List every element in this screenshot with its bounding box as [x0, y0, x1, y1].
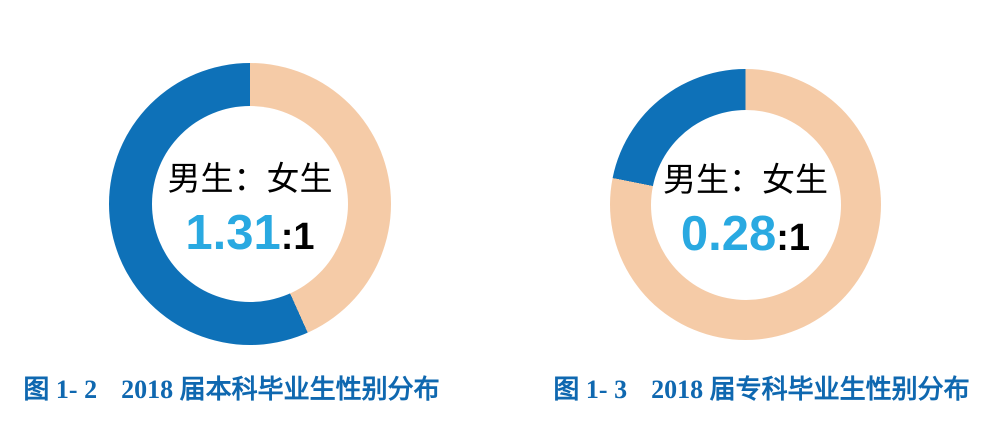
ratio-value-line: 0.28:1 [680, 206, 811, 261]
ratio-suffix: :1 [776, 216, 811, 259]
ratio-label: 男生：女生 [663, 160, 828, 198]
ratio-label: 男生：女生 [167, 160, 333, 197]
figure-number: 图 1- 2 [23, 375, 98, 404]
ratio-value: 0.28 [680, 206, 777, 261]
figure-caption-undergraduate: 图 1- 2 2018 届本科毕业生性别分布 [0, 370, 463, 410]
ratio-suffix: :1 [280, 216, 315, 258]
ratio-value: 1.31 [185, 206, 281, 260]
ratio-value-line: 1.31:1 [185, 209, 314, 258]
figure-title: 2018 届本科毕业生性别分布 [121, 375, 440, 404]
donut-hole: 男生：女生 0.28:1 [650, 109, 841, 300]
figure-title: 2018 届专科毕业生性别分布 [651, 375, 970, 404]
donut-chart-vocational-gender: 男生：女生 0.28:1 [610, 69, 881, 340]
donut-chart-undergraduate-gender: 男生：女生 1.31:1 [109, 63, 391, 345]
figure-caption-vocational: 图 1- 3 2018 届专科毕业生性别分布 [520, 370, 1003, 410]
figure-number: 图 1- 3 [553, 375, 628, 404]
donut-hole: 男生：女生 1.31:1 [152, 106, 348, 302]
